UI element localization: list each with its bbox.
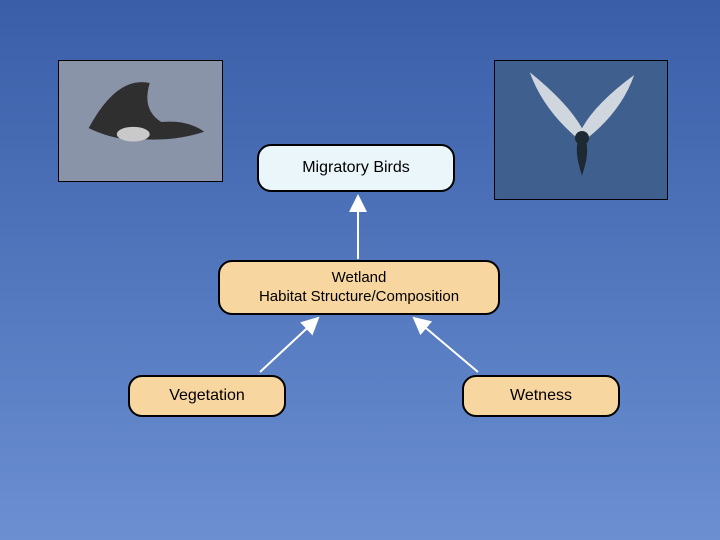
- node-vegetation: Vegetation: [128, 375, 286, 417]
- slide: Migratory Birds Wetland Habitat Structur…: [0, 0, 720, 540]
- node-middle-label: Wetland Habitat Structure/Composition: [259, 269, 459, 307]
- node-top-label: Migratory Birds: [302, 158, 410, 178]
- node-wetland-habitat: Wetland Habitat Structure/Composition: [218, 260, 500, 315]
- node-left-label: Vegetation: [169, 386, 245, 406]
- node-migratory-birds: Migratory Birds: [257, 144, 455, 192]
- bird-left-illustration: [59, 61, 223, 182]
- bird-image-right: [494, 60, 668, 200]
- bird-right-illustration: [495, 61, 668, 200]
- node-right-label: Wetness: [510, 386, 572, 406]
- node-wetness: Wetness: [462, 375, 620, 417]
- bird-image-left: [58, 60, 223, 182]
